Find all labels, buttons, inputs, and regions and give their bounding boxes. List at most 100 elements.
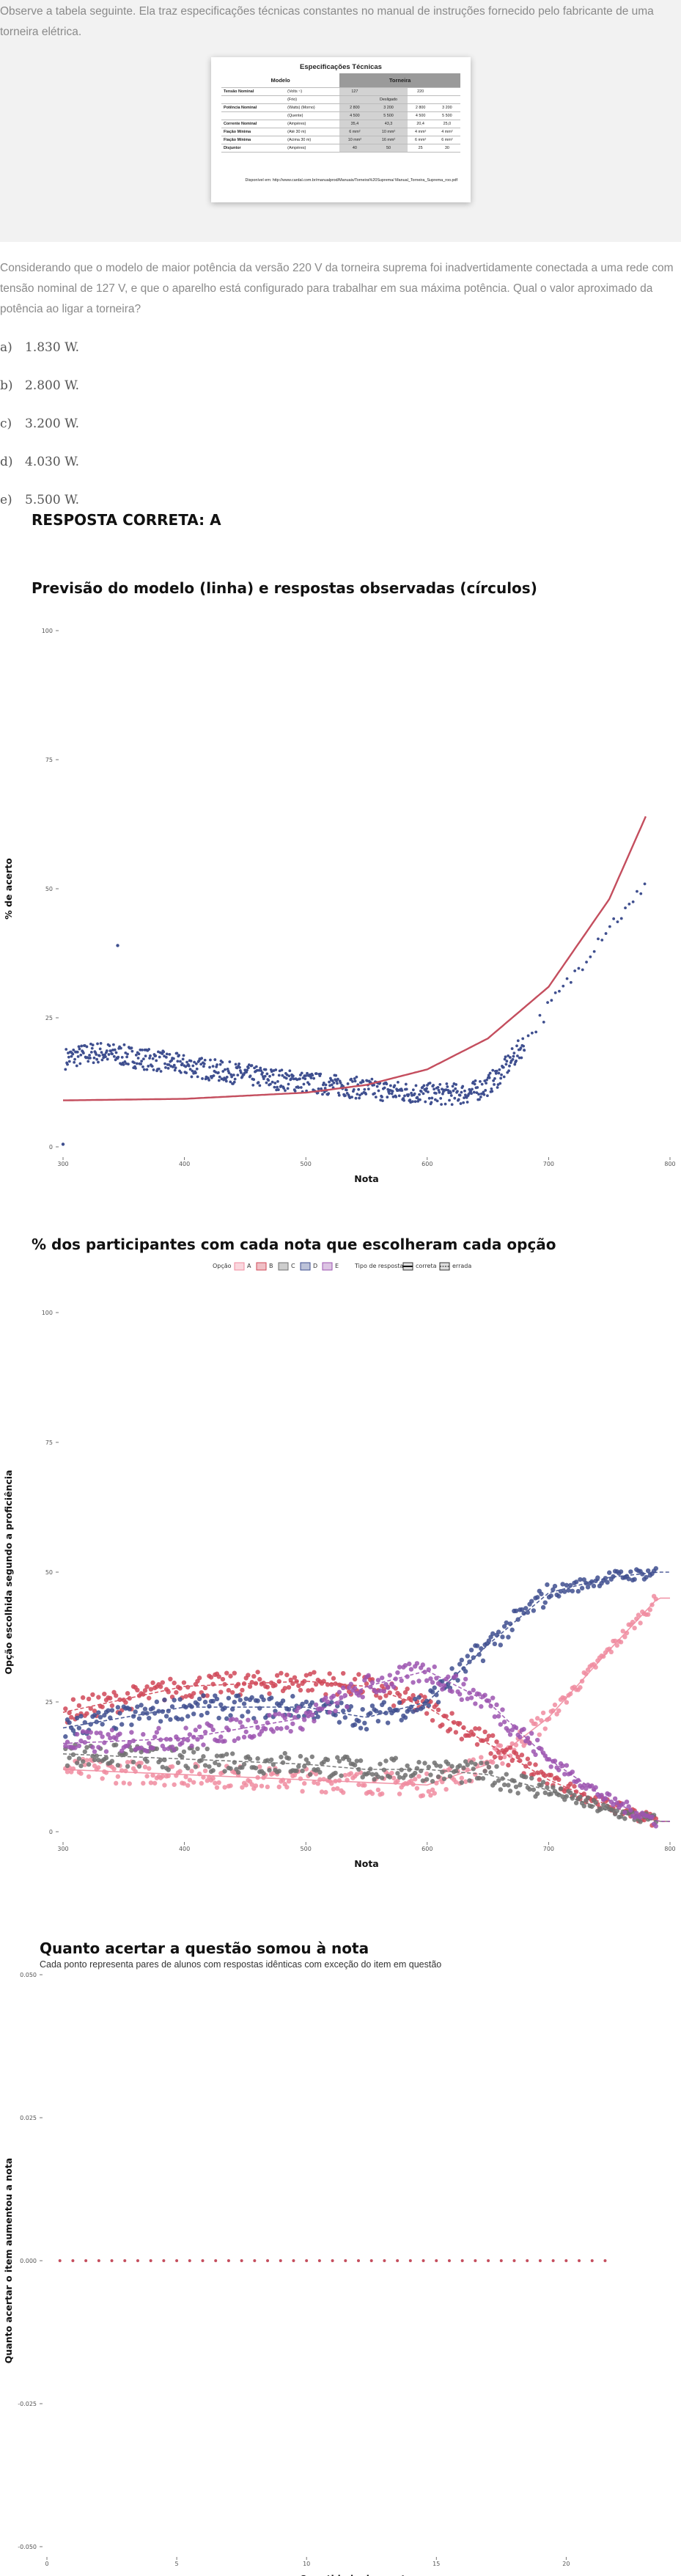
observed-point [254,1065,258,1068]
spec-cell-value: 5 500 [369,111,408,120]
point-b [391,1703,397,1709]
point-e [235,1736,241,1741]
point-d [280,1698,286,1703]
observed-point [357,1087,361,1091]
point-c [191,1750,196,1755]
observed-point [159,1070,163,1073]
point-c [309,1754,315,1759]
point-a [141,1780,146,1786]
observed-point [275,1088,279,1092]
y-tick-label: 25 [45,1699,53,1706]
observed-point [390,1092,394,1096]
option-a[interactable]: a) 1.830 W. [0,340,79,355]
observed-point [438,1082,442,1086]
spec-cell-value: 35,4 [339,120,370,128]
observed-point [293,1089,297,1093]
point-a [348,1771,354,1776]
point-b [267,1691,272,1696]
point-c [572,1792,577,1798]
point-e [612,1796,618,1802]
point-b [374,1692,379,1698]
x-tick-label: 500 [301,1161,312,1167]
point-b [527,1761,532,1766]
observed-point [471,1087,474,1091]
option-d[interactable]: d) 4.030 W. [0,455,79,469]
observed-point [383,1086,386,1090]
observed-point [573,969,577,972]
observed-point [97,1060,100,1064]
spec-cell-value: 16 mm² [369,136,408,144]
option-e[interactable]: e) 5.500 W. [0,493,79,507]
point-b [488,1751,493,1756]
point-d [177,1697,183,1702]
point-d [136,1716,142,1721]
option-c[interactable]: c) 3.200 W. [0,417,79,431]
observed-point [130,1046,133,1050]
observed-point [323,1087,327,1090]
option-b[interactable]: b) 2.800 W. [0,378,79,393]
observed-point [439,1097,443,1100]
observed-point [163,1062,166,1065]
point-c [581,1803,586,1809]
point-e [584,1786,589,1791]
point-e [501,1720,507,1725]
observed-point [193,1060,196,1064]
point-c [175,1760,181,1766]
observed-point [600,939,604,942]
point-e [313,1702,319,1708]
observed-point [393,1084,397,1087]
point-e [453,1673,459,1678]
observed-point [164,1055,168,1059]
point-e [492,1714,498,1720]
point-e [73,1745,78,1750]
effect-point [97,2259,100,2262]
observed-point [177,1054,181,1057]
observed-point [430,1101,433,1104]
observed-point [211,1065,215,1068]
point-b [150,1680,155,1686]
point-b [443,1714,449,1719]
point-b [306,1688,311,1693]
point-d [496,1629,501,1634]
observed-point [474,1079,477,1082]
point-e [263,1726,268,1732]
observed-point [477,1093,480,1096]
point-c [80,1759,86,1764]
point-e [152,1734,158,1739]
observed-point [234,1063,238,1066]
point-d [476,1652,482,1657]
point-b [290,1681,295,1687]
point-d [249,1695,254,1700]
point-d [76,1725,82,1731]
option-letter: a) [0,340,12,355]
point-a [537,1732,542,1737]
point-d [605,1579,610,1585]
point-a [319,1789,325,1794]
observed-point [403,1094,406,1098]
point-d [430,1689,435,1695]
observed-point [505,1060,509,1063]
spec-table-title: Especificações Técnicas [300,63,382,71]
observed-point [290,1077,293,1081]
point-e [420,1662,426,1667]
point-c [369,1772,375,1777]
spec-cell-value [339,95,370,104]
observed-point [149,1054,152,1057]
observed-point [75,1064,78,1068]
effect-point [344,2259,347,2262]
observed-point [516,1054,519,1057]
observed-point [538,1013,542,1017]
observed-point [441,1092,444,1096]
observed-point [643,882,647,886]
spec-cell-value [407,95,434,104]
observed-point [76,1050,79,1054]
point-c [75,1761,80,1766]
point-c [180,1754,185,1759]
observed-point [97,1054,101,1057]
point-e [286,1712,292,1717]
point-c [486,1764,492,1770]
legend-swatch-e [322,1262,333,1271]
point-d [154,1699,160,1705]
point-b [506,1763,511,1768]
point-c [397,1775,402,1780]
